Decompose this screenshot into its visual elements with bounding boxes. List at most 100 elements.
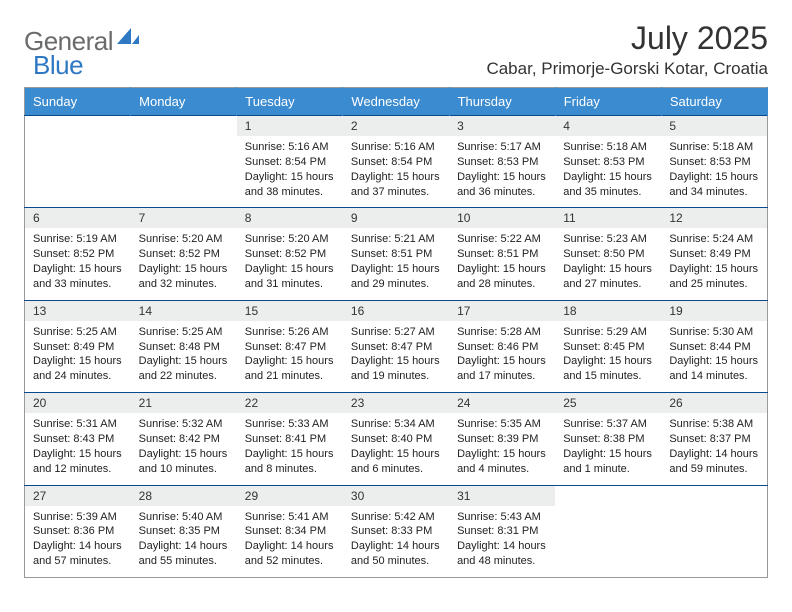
day-detail: Sunrise: 5:22 AMSunset: 8:51 PMDaylight:… bbox=[449, 228, 555, 299]
day-cell: Sunrise: 5:33 AMSunset: 8:41 PMDaylight:… bbox=[237, 413, 343, 485]
daynum-cell: 30 bbox=[343, 485, 449, 506]
day-cell: Sunrise: 5:20 AMSunset: 8:52 PMDaylight:… bbox=[131, 228, 237, 300]
day-detail: Sunrise: 5:33 AMSunset: 8:41 PMDaylight:… bbox=[237, 413, 343, 484]
day-cell: Sunrise: 5:20 AMSunset: 8:52 PMDaylight:… bbox=[237, 228, 343, 300]
day-number: 7 bbox=[131, 208, 237, 228]
daynum-cell: 19 bbox=[661, 300, 767, 321]
day-detail: Sunrise: 5:31 AMSunset: 8:43 PMDaylight:… bbox=[25, 413, 131, 484]
day-cell: Sunrise: 5:29 AMSunset: 8:45 PMDaylight:… bbox=[555, 321, 661, 393]
day-cell: Sunrise: 5:25 AMSunset: 8:48 PMDaylight:… bbox=[131, 321, 237, 393]
day-detail: Sunrise: 5:28 AMSunset: 8:46 PMDaylight:… bbox=[449, 321, 555, 392]
daynum-cell: 3 bbox=[449, 116, 555, 137]
day-detail: Sunrise: 5:16 AMSunset: 8:54 PMDaylight:… bbox=[237, 136, 343, 207]
day-cell bbox=[661, 506, 767, 578]
day-number: 10 bbox=[449, 208, 555, 228]
day-cell bbox=[131, 136, 237, 208]
day-cell: Sunrise: 5:21 AMSunset: 8:51 PMDaylight:… bbox=[343, 228, 449, 300]
daynum-cell: 4 bbox=[555, 116, 661, 137]
daynum-cell: 17 bbox=[449, 300, 555, 321]
day-cell: Sunrise: 5:28 AMSunset: 8:46 PMDaylight:… bbox=[449, 321, 555, 393]
header: General July 2025 Cabar, Primorje-Gorski… bbox=[24, 20, 768, 79]
day-cell: Sunrise: 5:40 AMSunset: 8:35 PMDaylight:… bbox=[131, 506, 237, 578]
week-body-row: Sunrise: 5:31 AMSunset: 8:43 PMDaylight:… bbox=[25, 413, 768, 485]
day-detail bbox=[25, 136, 131, 148]
day-number bbox=[25, 116, 131, 136]
day-cell: Sunrise: 5:18 AMSunset: 8:53 PMDaylight:… bbox=[661, 136, 767, 208]
day-number: 6 bbox=[25, 208, 131, 228]
day-cell: Sunrise: 5:22 AMSunset: 8:51 PMDaylight:… bbox=[449, 228, 555, 300]
day-detail bbox=[555, 506, 661, 518]
daynum-cell: 23 bbox=[343, 393, 449, 414]
day-number: 8 bbox=[237, 208, 343, 228]
day-detail: Sunrise: 5:18 AMSunset: 8:53 PMDaylight:… bbox=[555, 136, 661, 207]
day-number: 18 bbox=[555, 301, 661, 321]
daynum-cell: 8 bbox=[237, 208, 343, 229]
day-number: 26 bbox=[661, 393, 767, 413]
day-detail: Sunrise: 5:23 AMSunset: 8:50 PMDaylight:… bbox=[555, 228, 661, 299]
daynum-cell: 6 bbox=[25, 208, 131, 229]
day-cell: Sunrise: 5:16 AMSunset: 8:54 PMDaylight:… bbox=[237, 136, 343, 208]
week-body-row: Sunrise: 5:16 AMSunset: 8:54 PMDaylight:… bbox=[25, 136, 768, 208]
day-cell: Sunrise: 5:16 AMSunset: 8:54 PMDaylight:… bbox=[343, 136, 449, 208]
day-number: 9 bbox=[343, 208, 449, 228]
daynum-cell: 5 bbox=[661, 116, 767, 137]
daynum-cell: 28 bbox=[131, 485, 237, 506]
week-daynum-row: 13141516171819 bbox=[25, 300, 768, 321]
daynum-cell bbox=[661, 485, 767, 506]
location-text: Cabar, Primorje-Gorski Kotar, Croatia bbox=[486, 59, 768, 79]
day-number: 11 bbox=[555, 208, 661, 228]
daynum-cell: 2 bbox=[343, 116, 449, 137]
week-body-row: Sunrise: 5:19 AMSunset: 8:52 PMDaylight:… bbox=[25, 228, 768, 300]
day-cell: Sunrise: 5:37 AMSunset: 8:38 PMDaylight:… bbox=[555, 413, 661, 485]
day-detail: Sunrise: 5:18 AMSunset: 8:53 PMDaylight:… bbox=[661, 136, 767, 207]
day-detail: Sunrise: 5:20 AMSunset: 8:52 PMDaylight:… bbox=[237, 228, 343, 299]
day-cell: Sunrise: 5:42 AMSunset: 8:33 PMDaylight:… bbox=[343, 506, 449, 578]
day-cell: Sunrise: 5:17 AMSunset: 8:53 PMDaylight:… bbox=[449, 136, 555, 208]
day-detail: Sunrise: 5:29 AMSunset: 8:45 PMDaylight:… bbox=[555, 321, 661, 392]
day-detail: Sunrise: 5:25 AMSunset: 8:49 PMDaylight:… bbox=[25, 321, 131, 392]
day-detail: Sunrise: 5:19 AMSunset: 8:52 PMDaylight:… bbox=[25, 228, 131, 299]
day-number: 28 bbox=[131, 486, 237, 506]
day-cell: Sunrise: 5:31 AMSunset: 8:43 PMDaylight:… bbox=[25, 413, 131, 485]
day-detail bbox=[131, 136, 237, 148]
dayhead-saturday: Saturday bbox=[661, 88, 767, 116]
day-detail: Sunrise: 5:21 AMSunset: 8:51 PMDaylight:… bbox=[343, 228, 449, 299]
day-cell: Sunrise: 5:32 AMSunset: 8:42 PMDaylight:… bbox=[131, 413, 237, 485]
day-number bbox=[661, 486, 767, 506]
daynum-cell: 9 bbox=[343, 208, 449, 229]
week-daynum-row: 12345 bbox=[25, 116, 768, 137]
brand-sail-icon bbox=[117, 26, 139, 51]
day-number: 24 bbox=[449, 393, 555, 413]
day-detail: Sunrise: 5:41 AMSunset: 8:34 PMDaylight:… bbox=[237, 506, 343, 577]
daynum-cell: 25 bbox=[555, 393, 661, 414]
day-detail: Sunrise: 5:24 AMSunset: 8:49 PMDaylight:… bbox=[661, 228, 767, 299]
daynum-cell: 12 bbox=[661, 208, 767, 229]
week-daynum-row: 2728293031 bbox=[25, 485, 768, 506]
day-cell bbox=[555, 506, 661, 578]
day-detail: Sunrise: 5:40 AMSunset: 8:35 PMDaylight:… bbox=[131, 506, 237, 577]
day-number: 25 bbox=[555, 393, 661, 413]
day-cell: Sunrise: 5:23 AMSunset: 8:50 PMDaylight:… bbox=[555, 228, 661, 300]
day-number: 12 bbox=[661, 208, 767, 228]
day-number: 5 bbox=[661, 116, 767, 136]
week-daynum-row: 20212223242526 bbox=[25, 393, 768, 414]
month-title: July 2025 bbox=[486, 20, 768, 57]
daynum-cell: 14 bbox=[131, 300, 237, 321]
daynum-cell: 16 bbox=[343, 300, 449, 321]
day-detail: Sunrise: 5:32 AMSunset: 8:42 PMDaylight:… bbox=[131, 413, 237, 484]
day-number: 30 bbox=[343, 486, 449, 506]
day-cell: Sunrise: 5:19 AMSunset: 8:52 PMDaylight:… bbox=[25, 228, 131, 300]
day-number: 1 bbox=[237, 116, 343, 136]
daynum-cell: 15 bbox=[237, 300, 343, 321]
day-detail: Sunrise: 5:43 AMSunset: 8:31 PMDaylight:… bbox=[449, 506, 555, 577]
day-number bbox=[555, 486, 661, 506]
day-number: 19 bbox=[661, 301, 767, 321]
daynum-cell: 20 bbox=[25, 393, 131, 414]
day-detail: Sunrise: 5:20 AMSunset: 8:52 PMDaylight:… bbox=[131, 228, 237, 299]
daynum-cell: 13 bbox=[25, 300, 131, 321]
day-number: 27 bbox=[25, 486, 131, 506]
day-number: 21 bbox=[131, 393, 237, 413]
daynum-cell: 24 bbox=[449, 393, 555, 414]
day-number: 31 bbox=[449, 486, 555, 506]
daynum-cell bbox=[555, 485, 661, 506]
